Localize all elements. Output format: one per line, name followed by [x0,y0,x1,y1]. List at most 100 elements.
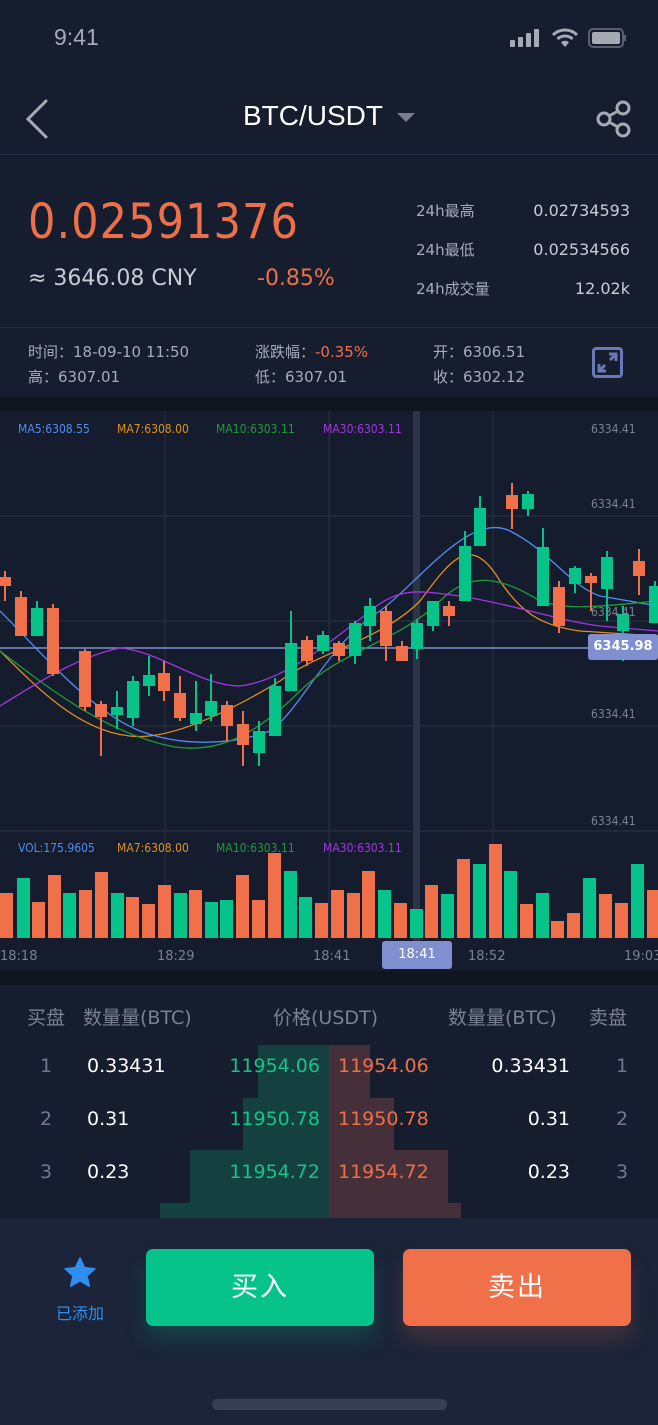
time-value: 18-09-10 11:50 [73,343,190,361]
ask-price: 11954.06 [338,1055,429,1077]
high-label: 高： [28,368,59,386]
ask-qty: 0.31 [527,1108,570,1130]
favorite-button[interactable]: 已添加 [50,1254,110,1324]
y-axis-label: 6334.41 [591,605,636,619]
close-value: 6302.12 [463,368,526,386]
ma7-legend: MA7:6308.00 [117,422,189,436]
bid-price: 11954.72 [229,1161,320,1183]
header-bid-qty: 数量量(BTC) [83,1007,192,1029]
row-index: 3 [616,1161,629,1183]
bid-qty: 0.23 [87,1161,130,1183]
open-label: 开： [433,343,464,361]
pair-title: BTC/USDT [243,100,383,131]
section-divider [0,971,658,985]
expand-icon [597,352,618,373]
ohlc-high: 高：6307.01 [28,366,120,387]
status-time: 9:41 [54,24,99,50]
row-index: 2 [40,1108,53,1130]
change-value: -0.35% [315,343,369,361]
buy-button[interactable]: 买入 [146,1249,374,1326]
section-divider [0,397,658,411]
24h-stats: 24h最高 0.02734593 24h最低 0.02534566 24h成交量… [416,191,630,308]
x-axis-label: 18:18 [0,949,38,964]
status-bar: 9:41 [0,0,658,80]
stat-low: 24h最低 0.02534566 [416,230,630,269]
ohlc-open: 开：6306.51 [433,341,525,362]
home-indicator[interactable] [212,1399,447,1410]
back-button[interactable] [22,98,54,140]
caret-down-icon [397,113,415,123]
stat-high: 24h最高 0.02734593 [416,191,630,230]
low-value: 6307.01 [285,368,348,386]
kline-chart[interactable]: MA5:6308.55 MA7:6308.00 MA10:6303.11 MA3… [0,411,658,971]
ohlc-low: 低：6307.01 [255,366,347,387]
current-price-tag: 6345.98 [588,634,658,660]
cny-value: ≈ 3646.08 CNY [28,266,197,291]
y-axis-label: 6334.41 [591,814,636,828]
header-price: 价格(USDT) [273,1007,379,1029]
bid-qty: 0.33431 [87,1055,166,1077]
ohlc-close: 收：6302.12 [433,366,525,387]
order-book-row[interactable]: 3 0.23 11954.72 11954.72 0.23 3 [0,1161,658,1213]
ask-depth-bar [329,1150,448,1203]
vol-ma30-legend: MA30:6303.11 [323,841,402,855]
bid-depth-bar [243,1098,329,1150]
star-icon [64,1257,96,1287]
change-label: 涨跌幅： [255,343,316,361]
ask-depth-bar [329,1098,394,1150]
crosshair-time-tag: 18:41 [382,941,452,969]
ask-price: 11950.78 [338,1108,429,1130]
fullscreen-button[interactable] [592,347,623,378]
high-value: 6307.01 [58,368,121,386]
ma10-legend: MA10:6303.11 [216,422,295,436]
share-icon[interactable] [596,100,632,138]
close-label: 收： [433,368,464,386]
stat-label: 24h成交量 [416,280,490,298]
x-axis-label: 18:52 [468,949,506,964]
order-book-row[interactable]: 2 0.31 11950.78 11950.78 0.31 2 [0,1108,658,1160]
ma30-legend: MA30:6303.11 [323,422,402,436]
header-ask-qty: 数量量(BTC) [448,1007,557,1029]
sell-button[interactable]: 卖出 [403,1249,631,1326]
y-axis-label: 6334.41 [591,497,636,511]
bid-qty: 0.31 [87,1108,130,1130]
ask-depth-bar [329,1045,370,1098]
bid-price: 11950.78 [229,1108,320,1130]
ohlc-time: 时间：18-09-10 11:50 [28,341,189,362]
row-index: 1 [40,1055,53,1077]
bid-price: 11954.06 [229,1055,320,1077]
stat-volume: 24h成交量 12.02k [416,269,630,308]
kline-canvas [0,411,658,941]
nav-bar: BTC/USDT [0,80,658,155]
bid-depth-bar [190,1150,329,1203]
order-book-row[interactable]: 1 0.33431 11954.06 11954.06 0.33431 1 [0,1055,658,1107]
ask-qty: 0.23 [527,1161,570,1183]
change-percent: -0.85% [257,266,335,291]
x-axis-label: 18:29 [157,949,195,964]
pair-selector[interactable]: BTC/USDT [0,100,658,132]
stat-value: 0.02534566 [533,240,630,259]
row-index: 3 [40,1161,53,1183]
ma5-legend: MA5:6308.55 [18,422,90,436]
open-value: 6306.51 [463,343,526,361]
ask-qty: 0.33431 [491,1055,570,1077]
ticker-panel: 0.02591376 ≈ 3646.08 CNY -0.85% 24h最高 0.… [0,156,658,328]
ohlc-info: 时间：18-09-10 11:50 涨跌幅：-0.35% 开：6306.51 高… [0,329,658,397]
y-axis-label: 6334.41 [591,422,636,436]
bid-depth-bar [258,1045,329,1098]
ask-price: 11954.72 [338,1161,429,1183]
stat-label: 24h最低 [416,241,475,259]
bottom-action-bar: 已添加 买入 卖出 [0,1218,658,1425]
ask-depth-bar [329,1203,461,1218]
vol-legend: VOL:175.9605 [18,841,95,855]
stat-label: 24h最高 [416,202,475,220]
order-book: 买盘 数量量(BTC) 价格(USDT) 数量量(BTC) 卖盘 1 0.334… [0,985,658,1218]
vol-ma7-legend: MA7:6308.00 [117,841,189,855]
header-bid-side: 买盘 [27,1007,66,1029]
ohlc-change: 涨跌幅：-0.35% [255,341,368,362]
y-axis-label: 6334.41 [591,707,636,721]
vol-ma10-legend: MA10:6303.11 [216,841,295,855]
time-label: 时间： [28,343,74,361]
bid-depth-bar [160,1203,329,1218]
status-icons [510,28,628,48]
